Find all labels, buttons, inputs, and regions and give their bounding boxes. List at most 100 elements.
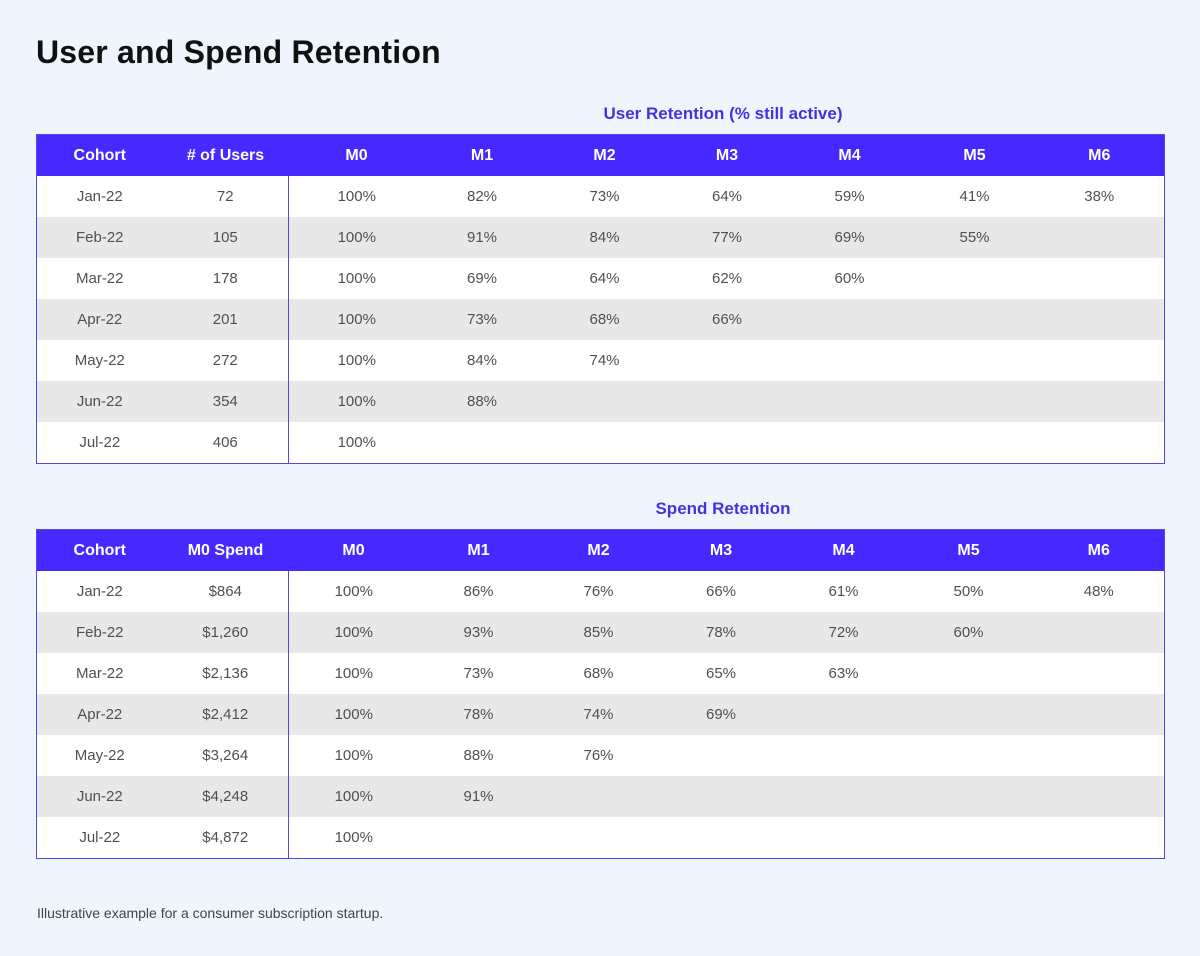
retention-cell: 73% [424,299,540,340]
retention-cell: 88% [424,381,540,422]
retention-cell: 93% [418,612,539,653]
retention-cell: 100% [288,571,419,612]
retention-cell [784,381,915,422]
retention-cell [1034,381,1165,422]
retention-cell: 73% [418,653,539,694]
retention-cell [914,299,1035,340]
column-header-m0: M0 [288,134,425,176]
retention-cell: 66% [669,299,785,340]
table-row: Jul-22 406 100% [36,422,1165,464]
retention-cell: 50% [903,571,1034,612]
retention-cell [914,258,1035,299]
column-header-users: # of Users [162,134,289,176]
retention-cell: 100% [288,299,425,340]
retention-cell [658,776,784,817]
column-header-m3: M3 [658,529,784,571]
column-header-m6: M6 [1033,529,1165,571]
table-row: Jan-22 72 100% 82% 73% 64% 59% 41% 38% [36,176,1165,217]
retention-cell [903,653,1034,694]
table-row: Jan-22 $864 100% 86% 76% 66% 61% 50% 48% [36,571,1165,612]
column-header-cohort: Cohort [36,134,163,176]
retention-cell [903,776,1034,817]
retention-cell: 100% [288,694,419,735]
cohort-cell: Feb-22 [36,612,163,653]
retention-cell: 72% [783,612,904,653]
retention-cell [1034,299,1165,340]
retention-cell [784,422,915,464]
retention-cell: 74% [538,694,659,735]
retention-cell: 64% [539,258,670,299]
cohort-cell: Jan-22 [36,571,163,612]
retention-cell [1033,776,1165,817]
table-row: Jun-22 354 100% 88% [36,381,1165,422]
retention-cell: 63% [783,653,904,694]
size-cell: $4,872 [162,817,289,859]
column-header-m3: M3 [669,134,785,176]
size-cell: 354 [162,381,289,422]
cohort-cell: Jan-22 [36,176,163,217]
footnote: Illustrative example for a consumer subs… [37,905,384,921]
cohort-cell: Jun-22 [36,776,163,817]
retention-cell [669,340,785,381]
retention-cell: 86% [418,571,539,612]
retention-cell [1033,653,1165,694]
retention-cell: 100% [288,381,425,422]
table-row: May-22 272 100% 84% 74% [36,340,1165,381]
retention-cell: 100% [288,340,425,381]
table-row: Feb-22 $1,260 100% 93% 85% 78% 72% 60% [36,612,1165,653]
retention-cell: 100% [288,217,425,258]
retention-cell [784,340,915,381]
retention-cell [1033,817,1165,859]
retention-cell [1034,340,1165,381]
cohort-cell: Mar-22 [36,258,163,299]
retention-cell: 78% [658,612,784,653]
retention-cell: 82% [424,176,540,217]
retention-cell: 65% [658,653,784,694]
retention-cell: 100% [288,653,419,694]
cohort-cell: Feb-22 [36,217,163,258]
retention-cell: 69% [424,258,540,299]
column-header-m2: M2 [539,134,670,176]
retention-cell [1034,217,1165,258]
retention-cell: 38% [1034,176,1165,217]
retention-cell [658,735,784,776]
retention-cell [1034,258,1165,299]
retention-cell [914,422,1035,464]
table-row: Jul-22 $4,872 100% [36,817,1165,859]
retention-cell: 88% [418,735,539,776]
column-header-m1: M1 [424,134,540,176]
retention-cell [783,817,904,859]
retention-cell: 77% [669,217,785,258]
retention-cell [783,776,904,817]
retention-cell: 41% [914,176,1035,217]
retention-cell [903,817,1034,859]
column-header-m4: M4 [783,529,904,571]
retention-cell [1033,612,1165,653]
retention-cell: 62% [669,258,785,299]
spend-retention-body: Jan-22 $864 100% 86% 76% 66% 61% 50% 48% Feb-22 $1… [36,571,1165,859]
retention-cell [658,817,784,859]
retention-cell: 100% [288,776,419,817]
column-header-m0: M0 [288,529,419,571]
retention-cell: 55% [914,217,1035,258]
retention-cell: 60% [784,258,915,299]
cohort-cell: Jun-22 [36,381,163,422]
size-cell: 272 [162,340,289,381]
table-row: May-22 $3,264 100% 88% 76% [36,735,1165,776]
size-cell: $2,136 [162,653,289,694]
cohort-cell: May-22 [36,340,163,381]
retention-cell: 68% [538,653,659,694]
retention-cell: 100% [288,817,419,859]
user-retention-body: Jan-22 72 100% 82% 73% 64% 59% 41% 38% Feb-22 105 1… [36,176,1165,464]
retention-cell [424,422,540,464]
size-cell: $2,412 [162,694,289,735]
table-row: Mar-22 178 100% 69% 64% 62% 60% [36,258,1165,299]
retention-cell [669,422,785,464]
column-header-cohort: Cohort [36,529,163,571]
size-cell: 72 [162,176,289,217]
spend-retention-table: Cohort M0 Spend M0 M1 M2 M3 M4 M5 M6 Jan… [36,529,1165,859]
retention-cell [418,817,539,859]
retention-cell [914,381,1035,422]
column-header-m0-spend: M0 Spend [162,529,289,571]
size-cell: $4,248 [162,776,289,817]
